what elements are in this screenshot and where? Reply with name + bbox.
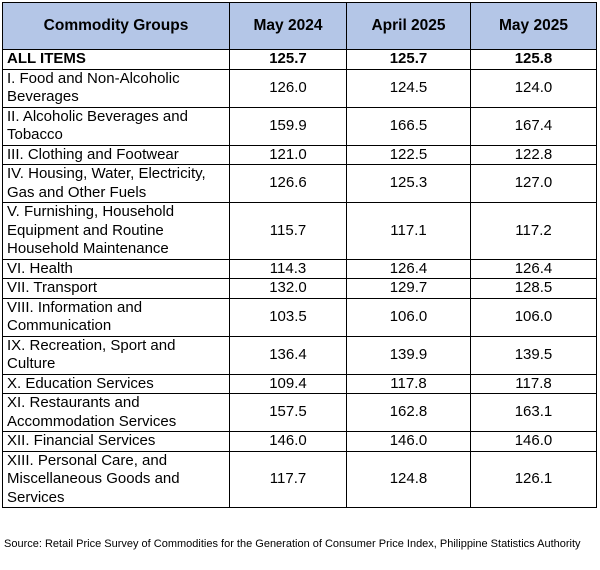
table-row: VIII. Information and Communication 103.5… [2, 297, 597, 337]
cell-value: 124.5 [346, 68, 471, 108]
cell-value: 167.4 [470, 106, 597, 146]
table-row: ALL ITEMS 125.7 125.7 125.8 [2, 49, 597, 70]
cell-value: 117.2 [470, 202, 597, 260]
table-row: XI. Restaurants and Accommodation Servic… [2, 393, 597, 432]
column-header: Commodity Groups [2, 2, 230, 50]
row-label: XIII. Personal Care, and Miscellaneous G… [2, 450, 230, 508]
cell-value: 136.4 [229, 335, 347, 375]
row-label: III. Clothing and Footwear [2, 144, 230, 165]
table-row: III. Clothing and Footwear 121.0 122.5 122.… [2, 144, 597, 165]
cell-value: 114.3 [229, 258, 347, 279]
table-row: IV. Housing, Water, Electricity, Gas and… [2, 164, 597, 203]
cell-value: 163.1 [470, 393, 597, 432]
cell-value: 126.4 [346, 258, 471, 279]
cell-value: 106.0 [346, 297, 471, 337]
cell-value: 117.7 [229, 450, 347, 508]
table-row: X. Education Services 109.4 117.8 117.8 [2, 373, 597, 394]
table-row: VII. Transport 132.0 129.7 128.5 [2, 278, 597, 299]
row-label: II. Alcoholic Beverages and Tobacco [2, 106, 230, 146]
cell-value: 139.5 [470, 335, 597, 375]
cell-value: 125.8 [470, 49, 597, 70]
cell-value: 146.0 [229, 431, 347, 452]
cell-value: 103.5 [229, 297, 347, 337]
table-row: XII. Financial Services 146.0 146.0 146.0 [2, 431, 597, 452]
cell-value: 166.5 [346, 106, 471, 146]
row-label: IX. Recreation, Sport and Culture [2, 335, 230, 375]
cell-value: 106.0 [470, 297, 597, 337]
row-label: VI. Health [2, 258, 230, 279]
row-label: XI. Restaurants and Accommodation Servic… [2, 393, 230, 432]
row-label: X. Education Services [2, 373, 230, 394]
table-row: V. Furnishing, Household Equipment and R… [2, 202, 597, 260]
cell-value: 117.8 [346, 373, 471, 394]
cell-value: 121.0 [229, 144, 347, 165]
cell-value: 124.0 [470, 68, 597, 108]
cell-value: 125.7 [229, 49, 347, 70]
cell-value: 146.0 [470, 431, 597, 452]
cell-value: 115.7 [229, 202, 347, 260]
cpi-table: Commodity Groups May 2024 April 2025 May 20… [2, 2, 597, 508]
cell-value: 128.5 [470, 278, 597, 299]
row-label: I. Food and Non-Alcoholic Beverages [2, 68, 230, 108]
table-row: IX. Recreation, Sport and Culture 136.4 13… [2, 335, 597, 375]
cell-value: 159.9 [229, 106, 347, 146]
cell-value: 132.0 [229, 278, 347, 299]
cell-value: 117.1 [346, 202, 471, 260]
cell-value: 117.8 [470, 373, 597, 394]
column-header: May 2025 [470, 2, 597, 50]
row-label: VII. Transport [2, 278, 230, 299]
row-label: XII. Financial Services [2, 431, 230, 452]
cell-value: 124.8 [346, 450, 471, 508]
table-row: II. Alcoholic Beverages and Tobacco 159.9… [2, 106, 597, 146]
cell-value: 139.9 [346, 335, 471, 375]
header-row: Commodity Groups May 2024 April 2025 May 20… [2, 2, 597, 50]
cell-value: 126.0 [229, 68, 347, 108]
source-note: Source: Retail Price Survey of Commoditi… [4, 538, 581, 550]
cell-value: 125.3 [346, 164, 471, 203]
row-label: ALL ITEMS [2, 49, 230, 70]
cell-value: 157.5 [229, 393, 347, 432]
table-row: I. Food and Non-Alcoholic Beverages 126.0… [2, 68, 597, 108]
cell-value: 125.7 [346, 49, 471, 70]
cell-value: 162.8 [346, 393, 471, 432]
cell-value: 126.6 [229, 164, 347, 203]
cell-value: 122.5 [346, 144, 471, 165]
cell-value: 146.0 [346, 431, 471, 452]
cell-value: 127.0 [470, 164, 597, 203]
row-label: VIII. Information and Communication [2, 297, 230, 337]
column-header: May 2024 [229, 2, 347, 50]
cell-value: 126.4 [470, 258, 597, 279]
table-row: VI. Health 114.3 126.4 126.4 [2, 258, 597, 279]
cell-value: 129.7 [346, 278, 471, 299]
cell-value: 126.1 [470, 450, 597, 508]
column-header: April 2025 [346, 2, 471, 50]
cell-value: 109.4 [229, 373, 347, 394]
row-label: IV. Housing, Water, Electricity, Gas and… [2, 164, 230, 203]
cell-value: 122.8 [470, 144, 597, 165]
row-label: V. Furnishing, Household Equipment and R… [2, 202, 230, 260]
table-row: XIII. Personal Care, and Miscellaneous G… [2, 450, 597, 508]
